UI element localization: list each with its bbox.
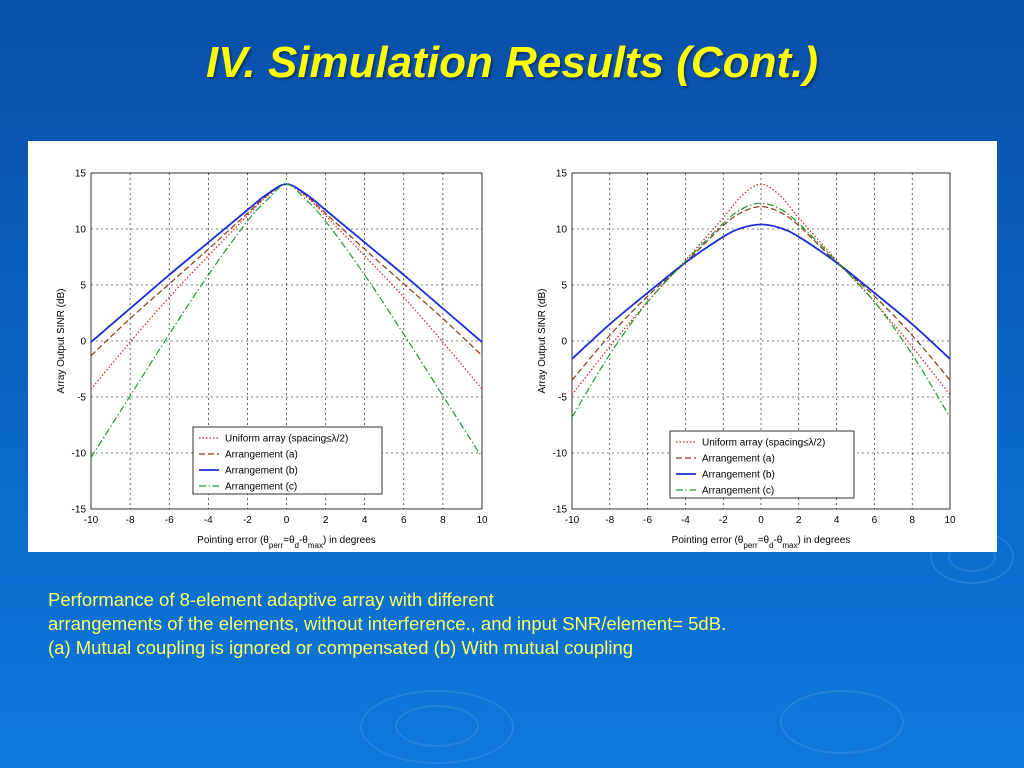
x-axis-label-part: -θ [773, 535, 782, 546]
caption-line: Performance of 8-element adaptive array … [48, 589, 494, 610]
x-axis-label-part: -θ [299, 535, 308, 546]
x-tick-label: -2 [243, 515, 252, 526]
x-axis-label: Pointing error (θperr=θd-θmax) in degree… [197, 535, 376, 550]
x-axis-label-part: d [769, 541, 773, 550]
x-tick-label: 4 [834, 515, 840, 526]
ripple-decoration [780, 690, 904, 754]
x-tick-label: 2 [796, 515, 802, 526]
x-tick-label: -8 [605, 515, 614, 526]
x-axis-label-part: ) in degrees [323, 535, 376, 546]
legend-label: Arrangement (a) [702, 454, 775, 465]
x-axis-label-part: max [782, 541, 797, 550]
x-tick-label: 4 [362, 515, 368, 526]
chart-panel-b: -10 -8 -6 -4 -2 0 2 4 6 8 10 -15 -10 -5 0 5 10 15 Array Ou… [516, 141, 997, 552]
legend-label: Arrangement (b) [225, 466, 298, 477]
slide-title: IV. Simulation Results (Cont.) [206, 38, 818, 87]
y-tick-label: 0 [561, 337, 567, 348]
y-tick-label: -10 [553, 449, 568, 460]
x-tick-label: -2 [719, 515, 728, 526]
x-tick-label: 10 [476, 515, 488, 526]
x-tick-label: 0 [284, 515, 290, 526]
y-tick-label: 5 [80, 281, 86, 292]
series-line-4 [571, 202, 951, 418]
series-line-2 [90, 183, 483, 357]
legend-label: Arrangement (c) [702, 486, 774, 497]
y-tick-label: -5 [558, 393, 567, 404]
x-axis-label-part: d [295, 541, 299, 550]
legend: Uniform array (spacing≤λ/2) Arrangement (… [192, 426, 383, 495]
ripple-decoration [395, 705, 479, 747]
y-tick-label: -10 [72, 449, 87, 460]
x-axis-label-part: Pointing error (θ [672, 535, 744, 546]
y-tick-label: 10 [556, 225, 568, 236]
y-axis-label: Array Output SINR (dB) [56, 288, 67, 393]
y-tick-label: 15 [75, 169, 87, 180]
chart-panel-a: -10 -8 -6 -4 -2 0 2 4 6 8 10 -15 -10 -5 0 5 10 15 Array Ou… [28, 141, 516, 552]
x-axis-label-part: perr [269, 541, 284, 550]
series-line-3 [571, 223, 951, 360]
y-axis-label: Array Output SINR (dB) [537, 288, 548, 393]
x-tick-label: -4 [681, 515, 690, 526]
y-tick-label: 10 [75, 225, 87, 236]
x-tick-label: 6 [401, 515, 407, 526]
x-tick-label: -6 [643, 515, 652, 526]
y-tick-label: 0 [80, 337, 86, 348]
y-tick-label: -5 [77, 393, 86, 404]
legend-box [669, 430, 855, 499]
x-tick-label: 8 [909, 515, 915, 526]
legend: Uniform array (spacing≤λ/2) Arrangement (… [669, 430, 855, 499]
series-line-2 [571, 205, 951, 381]
x-tick-label: 0 [758, 515, 764, 526]
series-line-4 [90, 183, 483, 458]
y-tick-label: 15 [556, 169, 568, 180]
caption-line: (a) Mutual coupling is ignored or compen… [48, 637, 634, 658]
plot-frame [571, 172, 951, 510]
x-axis-label-part: =θ [758, 535, 770, 546]
x-tick-label: 8 [440, 515, 446, 526]
x-tick-label: -4 [204, 515, 213, 526]
y-tick-label: 5 [561, 281, 567, 292]
x-axis-label-part: perr [743, 541, 758, 550]
x-axis-label-part: max [308, 541, 323, 550]
x-axis-label-part: =θ [283, 535, 295, 546]
x-axis-label-part: Pointing error (θ [197, 535, 269, 546]
legend-label: Arrangement (a) [225, 450, 298, 461]
x-axis-label-part: ) in degrees [798, 535, 851, 546]
x-tick-label: -6 [165, 515, 174, 526]
x-tick-label: 6 [872, 515, 878, 526]
y-tick-label: -15 [553, 505, 568, 516]
legend-label: Uniform array (spacing≤λ/2) [702, 438, 825, 449]
y-tick-label: -15 [72, 505, 87, 516]
ripple-decoration [360, 690, 514, 764]
legend-box [192, 426, 383, 495]
legend-label: Uniform array (spacing≤λ/2) [225, 434, 348, 445]
figure-caption: Performance of 8-element adaptive array … [48, 588, 1008, 660]
x-tick-label: -10 [84, 515, 99, 526]
x-tick-label: 2 [323, 515, 329, 526]
legend-label: Arrangement (b) [702, 470, 775, 481]
caption-line: arrangements of the elements, without in… [48, 613, 727, 634]
x-tick-label: -10 [565, 515, 580, 526]
x-tick-label: -8 [126, 515, 135, 526]
x-tick-label: 10 [944, 515, 956, 526]
legend-label: Arrangement (c) [225, 482, 297, 493]
x-axis-label: Pointing error (θperr=θd-θmax) in degree… [672, 535, 851, 550]
